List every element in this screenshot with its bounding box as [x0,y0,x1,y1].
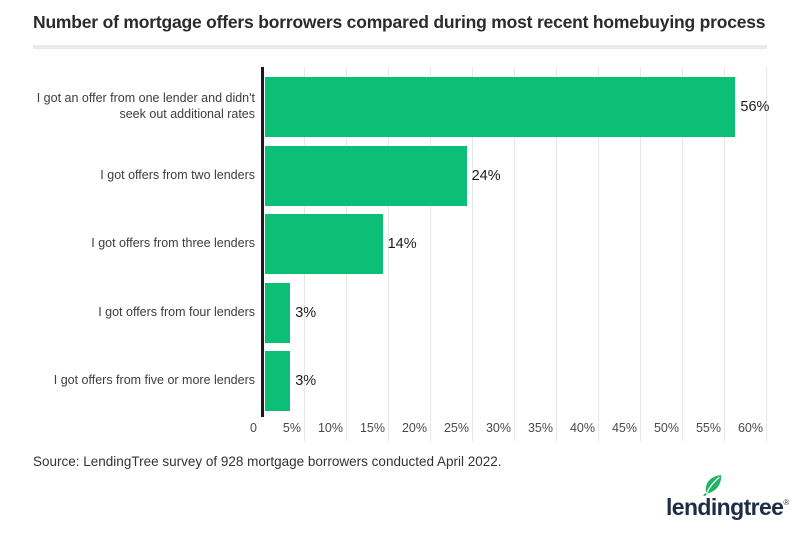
gridline [766,67,767,441]
value-label: 14% [387,236,417,252]
logo-wordmark: lendingtree® [666,494,789,521]
gridline [472,67,473,441]
bar [265,282,291,343]
x-tick-label: 50% [653,421,679,435]
gridline [682,67,683,441]
chart-area: I got an offer from one lender and didn'… [0,62,800,447]
x-tick-label: 30% [485,421,511,435]
category-label: I got offers from four lenders [98,304,255,319]
category-label: I got offers from three lenders [91,236,255,251]
chart-title: Number of mortgage offers borrowers comp… [33,12,766,32]
value-label: 3% [295,373,317,389]
x-tick-label: 40% [569,421,595,435]
bar [265,351,291,411]
source-note: Source: LendingTree survey of 928 mortga… [33,454,502,469]
category-label: I got an offer from one lender and didn'… [36,91,255,121]
gridline [724,67,725,441]
category-label: I got offers from five or more lenders [53,373,255,388]
x-tick-label: 35% [527,421,553,435]
x-tick-label: 45% [611,421,637,435]
title-divider [33,45,767,49]
x-tick-label: 25% [443,421,469,435]
gridline [598,67,599,441]
logo-text: lendingtree [666,494,784,520]
registered-mark: ® [783,498,789,507]
bar [265,214,383,274]
gridline [514,67,515,441]
y-axis-line [261,67,264,417]
value-label: 56% [740,99,770,115]
gridline [556,67,557,441]
x-tick-label: 5% [282,421,301,435]
x-tick-label: 0 [250,421,257,435]
x-tick-label: 15% [359,421,385,435]
leaf-icon [703,475,722,496]
x-tick-label: 60% [737,421,763,435]
x-tick-label: 55% [695,421,721,435]
bar [265,145,467,206]
value-label: 3% [295,304,317,321]
gridline [388,67,389,441]
value-label: 24% [471,167,501,184]
x-tick-label: 10% [317,421,343,435]
gridline [640,67,641,441]
bar [265,77,736,137]
category-label: I got offers from two lenders [100,167,255,182]
x-tick-label: 20% [401,421,427,435]
lendingtree-logo: lendingtree® [664,472,796,524]
gridline [430,67,431,441]
